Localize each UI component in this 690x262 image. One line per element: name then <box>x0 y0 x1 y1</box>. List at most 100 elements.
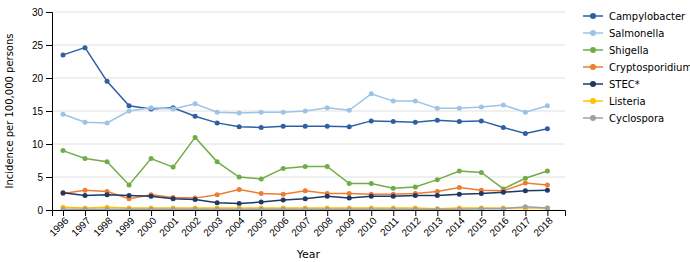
point <box>545 169 550 174</box>
point <box>171 196 176 201</box>
point <box>83 45 88 50</box>
point <box>457 119 462 124</box>
point <box>83 156 88 161</box>
series-line <box>63 48 547 134</box>
y-tick-mark <box>46 177 52 178</box>
grid-line <box>52 45 565 46</box>
point <box>457 185 462 190</box>
x-tick-label: 2017 <box>509 215 533 239</box>
point <box>193 114 198 119</box>
point <box>281 124 286 129</box>
point <box>127 207 132 210</box>
x-tick: 2004 <box>223 210 247 238</box>
point <box>391 186 396 191</box>
x-tick: 2016 <box>487 210 511 238</box>
x-tick-label: 2008 <box>311 215 335 239</box>
point <box>237 175 242 180</box>
x-tick: 2014 <box>443 210 467 238</box>
point <box>193 197 198 202</box>
point <box>303 207 308 210</box>
x-tick-mark <box>503 210 504 216</box>
x-tick-mark <box>327 210 328 216</box>
grid-line <box>52 144 565 145</box>
point <box>61 112 66 117</box>
x-tick-mark <box>63 210 64 216</box>
point <box>303 188 308 193</box>
x-tick-mark <box>393 210 394 216</box>
legend-marker <box>590 115 596 121</box>
point <box>479 170 484 175</box>
point <box>61 207 66 210</box>
x-tick: 2006 <box>267 210 291 238</box>
y-tick-label: 20 <box>32 73 44 84</box>
x-tick-mark <box>217 210 218 216</box>
series-line <box>63 137 547 188</box>
y-tick-mark <box>46 144 52 145</box>
series <box>61 205 550 210</box>
point <box>237 110 242 115</box>
x-tick-label: 1996 <box>47 215 71 239</box>
point <box>171 207 176 210</box>
point <box>369 207 374 210</box>
x-tick-label: 2016 <box>487 215 511 239</box>
point <box>149 207 154 210</box>
x-tick: 1997 <box>69 210 93 238</box>
legend-marker <box>590 47 596 53</box>
point <box>281 207 286 210</box>
point <box>369 118 374 123</box>
point <box>61 52 66 57</box>
x-tick-label: 2003 <box>201 215 225 239</box>
point <box>369 91 374 96</box>
point <box>171 107 176 112</box>
point <box>325 194 330 199</box>
point <box>281 198 286 203</box>
point <box>215 192 220 197</box>
series <box>61 188 550 206</box>
point <box>237 187 242 192</box>
x-tick: 2011 <box>378 210 401 238</box>
point <box>61 148 66 153</box>
point <box>435 207 440 210</box>
point <box>347 124 352 129</box>
x-tick-label: 2018 <box>531 215 555 239</box>
x-tick: 2008 <box>311 210 335 238</box>
point <box>501 103 506 108</box>
point <box>347 207 352 210</box>
legend-label: Salmonella <box>609 28 664 39</box>
point <box>193 135 198 140</box>
y-tick-mark <box>46 210 52 211</box>
point <box>149 194 154 199</box>
point <box>391 194 396 199</box>
point <box>413 193 418 198</box>
x-tick-label: 2006 <box>267 215 291 239</box>
legend-label: STEC* <box>609 79 640 90</box>
legend-item: Campylobacter <box>583 11 686 22</box>
point <box>325 124 330 129</box>
legend-marker <box>590 98 596 104</box>
point <box>281 192 286 197</box>
point <box>303 164 308 169</box>
point <box>215 159 220 164</box>
point <box>127 193 132 198</box>
legend-item: Cyclospora <box>583 113 664 124</box>
point <box>237 201 242 206</box>
point <box>523 131 528 136</box>
series-line <box>63 190 547 203</box>
x-tick-mark <box>107 210 108 216</box>
x-tick-label: 2001 <box>157 215 181 239</box>
legend-label: Listeria <box>609 96 646 107</box>
x-tick: 2003 <box>201 210 225 238</box>
point <box>303 124 308 129</box>
point <box>83 188 88 193</box>
x-tick: 2017 <box>509 210 533 238</box>
x-tick-mark <box>85 210 86 216</box>
point <box>303 196 308 201</box>
x-tick-label: 1998 <box>91 215 115 239</box>
point <box>237 124 242 129</box>
point <box>259 125 264 130</box>
x-tick-label: 1997 <box>69 215 93 239</box>
point <box>435 177 440 182</box>
point <box>501 206 506 210</box>
x-tick-label: 2010 <box>355 215 379 239</box>
point <box>413 99 418 104</box>
